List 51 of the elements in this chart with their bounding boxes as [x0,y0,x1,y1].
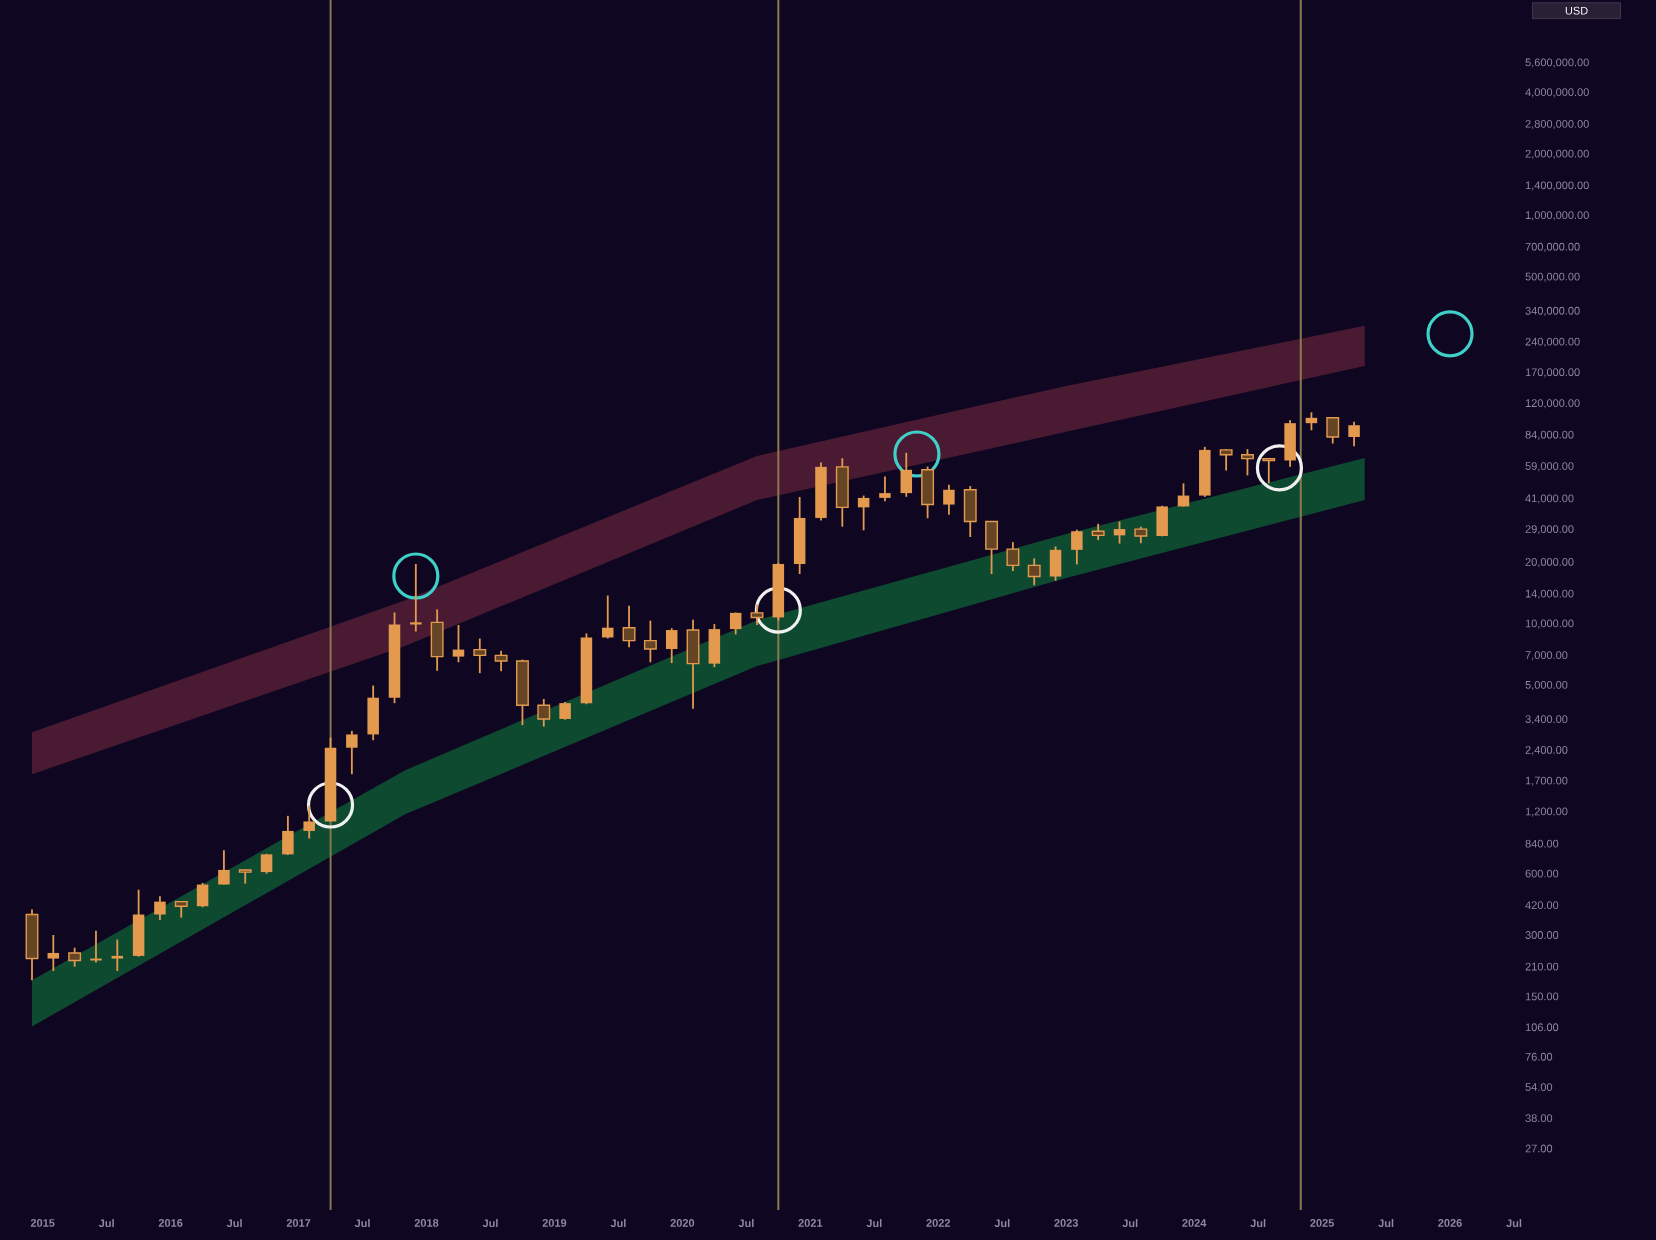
candlestick [282,814,294,856]
candlestick [900,451,913,498]
candlestick [367,684,379,742]
candlestick [1348,420,1360,448]
candlestick [430,608,444,672]
candlestick [943,483,955,516]
candlestick [857,494,870,532]
candlestick [303,804,315,840]
candlestick [1241,448,1254,477]
candlestick [686,618,700,710]
candlestick [537,698,551,728]
candlestick [1071,528,1083,566]
candlestick [47,934,60,972]
candlestick [835,457,849,528]
candlestick [1113,520,1126,545]
candlestick [879,475,891,503]
candlestick [1027,557,1041,587]
candlestick [985,520,999,575]
candlestick [25,908,39,982]
candlestick [111,938,124,972]
candlestick [750,603,764,626]
candlestick [218,849,230,886]
candlestick [643,619,657,664]
point [392,552,440,600]
candlestick [921,465,935,520]
candlestick [494,649,508,673]
point [893,430,941,478]
candlestick [963,485,977,538]
candlestick [665,627,678,664]
candlestick [154,895,166,921]
candlestick [196,881,209,909]
candlestick [473,637,487,675]
candlestick [452,624,465,664]
candlestick [90,929,102,964]
candlestick [132,888,145,958]
candlestick [1049,545,1062,582]
candlestick [1326,416,1340,445]
candlestick [515,658,529,727]
candlestick [346,729,358,776]
candlestick [729,611,742,636]
candlestick [793,496,806,575]
candlestick [410,563,422,633]
candlestick [1006,541,1020,572]
candlestick [1199,445,1211,498]
point [1426,310,1474,358]
candlestick [708,623,721,669]
candlestick [1284,419,1296,468]
candlestick [68,946,82,968]
candlestick [622,604,636,649]
candlestick [1219,448,1233,472]
candlestick [1262,457,1276,485]
